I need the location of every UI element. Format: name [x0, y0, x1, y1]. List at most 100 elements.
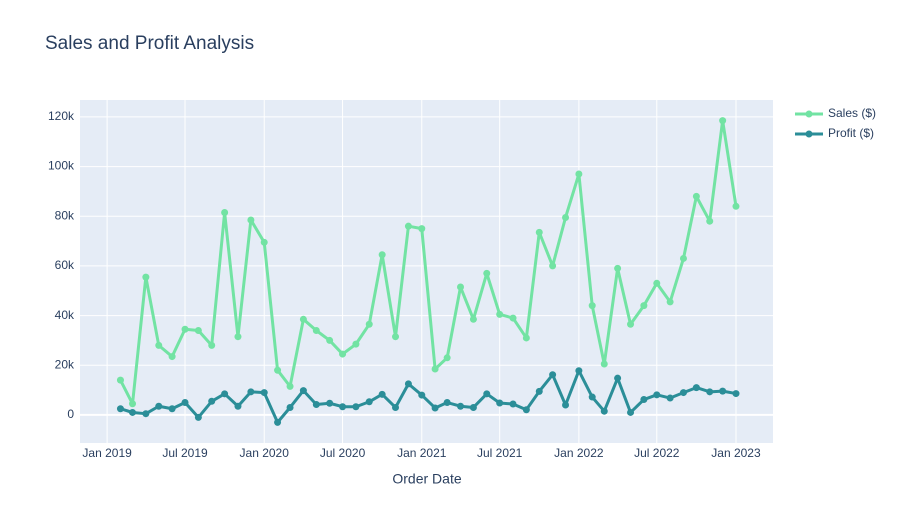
data-point	[679, 389, 687, 397]
data-point	[719, 387, 727, 395]
data-point	[168, 353, 176, 361]
y-tick-label: 20k	[55, 357, 75, 371]
data-point	[535, 387, 543, 395]
x-axis-title: Order Date	[392, 471, 461, 487]
data-point	[600, 407, 608, 415]
legend-label: Profit ($)	[828, 126, 874, 140]
data-point	[194, 326, 202, 334]
data-point	[286, 403, 294, 411]
data-point	[666, 394, 674, 402]
data-point	[509, 314, 517, 322]
data-point	[549, 371, 557, 379]
data-point	[352, 340, 360, 348]
data-point	[706, 217, 714, 225]
data-point	[483, 390, 491, 398]
data-point	[208, 397, 216, 405]
data-point	[469, 403, 477, 411]
data-point	[116, 405, 124, 413]
data-point	[378, 390, 386, 398]
data-point	[181, 325, 189, 333]
data-point	[274, 418, 282, 426]
data-point	[221, 390, 229, 398]
data-point	[457, 283, 465, 291]
data-point	[575, 367, 583, 375]
x-tick-label: Jan 2022	[554, 446, 604, 460]
data-point	[142, 273, 150, 281]
chart-title: Sales and Profit Analysis	[45, 33, 254, 54]
data-point	[679, 254, 687, 262]
data-point	[299, 315, 307, 323]
data-point	[208, 341, 216, 349]
data-point	[640, 396, 648, 404]
data-point	[365, 320, 373, 328]
data-point	[666, 298, 674, 306]
legend-label: Sales ($)	[828, 106, 876, 120]
data-point	[719, 117, 727, 125]
data-point	[706, 388, 714, 396]
data-point	[627, 320, 635, 328]
data-point	[535, 228, 543, 236]
x-tick-label: Jan 2019	[82, 446, 132, 460]
data-point	[600, 360, 608, 368]
data-point	[653, 391, 661, 399]
data-point	[260, 238, 268, 246]
y-tick-label: 100k	[48, 159, 75, 173]
data-point	[443, 399, 451, 407]
legend-marker	[805, 110, 813, 118]
data-point	[457, 402, 465, 410]
data-point	[181, 399, 189, 407]
data-point	[260, 389, 268, 397]
x-tick-label: Jan 2020	[240, 446, 290, 460]
data-point	[431, 365, 439, 373]
data-point	[352, 403, 360, 411]
data-point	[732, 390, 740, 398]
y-tick-label: 0	[67, 407, 74, 421]
data-point	[443, 354, 451, 362]
data-point	[692, 192, 700, 200]
data-point	[142, 410, 150, 418]
x-tick-label: Jul 2020	[320, 446, 366, 460]
data-point	[326, 399, 334, 407]
series-line	[119, 119, 738, 406]
x-tick-label: Jan 2023	[711, 446, 761, 460]
y-tick-label: 120k	[48, 109, 75, 123]
data-point	[221, 209, 229, 217]
data-point	[129, 408, 137, 416]
data-point	[234, 333, 242, 341]
data-point	[692, 384, 700, 392]
data-point	[575, 170, 583, 178]
data-point	[234, 402, 242, 410]
data-point	[312, 401, 320, 409]
data-point	[274, 366, 282, 374]
data-point	[469, 315, 477, 323]
data-point	[653, 279, 661, 287]
data-point	[155, 341, 163, 349]
data-point	[549, 262, 557, 270]
data-point	[404, 380, 412, 388]
data-point	[509, 400, 517, 408]
data-point	[483, 269, 491, 277]
data-point	[588, 302, 596, 310]
data-point	[378, 251, 386, 259]
data-point	[194, 413, 202, 421]
data-point	[562, 213, 570, 221]
data-point	[392, 403, 400, 411]
data-point	[326, 336, 334, 344]
data-point	[562, 401, 570, 409]
y-tick-label: 60k	[55, 258, 75, 272]
data-point	[404, 222, 412, 230]
data-point	[155, 402, 163, 410]
data-point	[522, 334, 530, 342]
x-tick-label: Jul 2019	[162, 446, 208, 460]
data-point	[431, 404, 439, 412]
x-tick-label: Jul 2022	[634, 446, 680, 460]
y-tick-label: 40k	[55, 308, 75, 322]
data-point	[614, 264, 622, 272]
data-point	[640, 302, 648, 310]
data-point	[588, 393, 596, 401]
data-point	[247, 216, 255, 224]
data-point	[365, 398, 373, 406]
data-point	[627, 408, 635, 416]
data-point	[312, 326, 320, 334]
